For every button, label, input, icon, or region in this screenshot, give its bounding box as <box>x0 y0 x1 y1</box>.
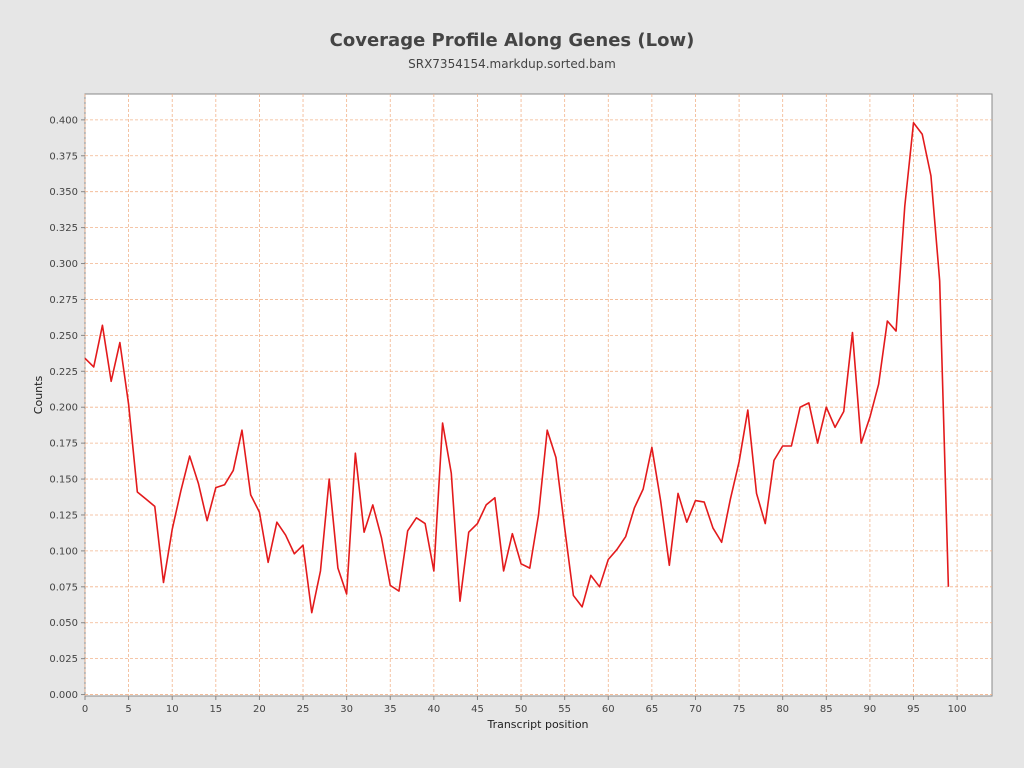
x-tick-label: 30 <box>340 704 353 715</box>
x-tick-label: 85 <box>820 704 833 715</box>
y-tick-label: 0.350 <box>49 187 78 198</box>
y-tick-label: 0.175 <box>49 439 78 450</box>
chart-title: Coverage Profile Along Genes (Low) <box>329 30 695 51</box>
x-tick-label: 75 <box>733 704 746 715</box>
y-tick-label: 0.025 <box>49 654 78 665</box>
y-tick-label: 0.225 <box>49 367 78 378</box>
x-tick-label: 45 <box>471 704 484 715</box>
x-tick-label: 25 <box>297 704 310 715</box>
x-tick-label: 20 <box>253 704 266 715</box>
x-tick-label: 95 <box>907 704 920 715</box>
x-tick-label: 90 <box>864 704 877 715</box>
y-tick-label: 0.000 <box>49 690 78 701</box>
x-tick-label: 70 <box>689 704 702 715</box>
x-tick-label: 40 <box>427 704 440 715</box>
y-tick-label: 0.150 <box>49 475 78 486</box>
y-tick-label: 0.250 <box>49 331 78 342</box>
x-tick-label: 100 <box>948 704 967 715</box>
x-tick-label: 65 <box>646 704 659 715</box>
axes: 0.000 0.025 0.050 0.075 0.100 0.125 0.150 0.175… <box>49 115 966 715</box>
x-axis-label: Transcript position <box>486 718 588 731</box>
grid-lines <box>84 94 992 696</box>
y-tick-label: 0.075 <box>49 582 78 593</box>
y-axis-label: Counts <box>32 376 45 415</box>
y-tick-label: 0.275 <box>49 295 78 306</box>
x-tick-label: 50 <box>515 704 528 715</box>
y-tick-label: 0.400 <box>49 115 78 126</box>
series-group <box>84 121 950 614</box>
chart-subtitle: SRX7354154.markdup.sorted.bam <box>408 57 616 71</box>
y-tick-label: 0.375 <box>49 151 78 162</box>
x-tick-label: 15 <box>209 704 222 715</box>
x-tick-label: 10 <box>166 704 179 715</box>
x-tick-label: 5 <box>125 704 131 715</box>
x-tick-label: 0 <box>82 704 88 715</box>
y-tick-label: 0.050 <box>49 618 78 629</box>
x-tick-label: 35 <box>384 704 397 715</box>
series-line-coverage <box>84 121 950 614</box>
y-tick-label: 0.325 <box>49 223 78 234</box>
x-tick-label: 55 <box>558 704 571 715</box>
y-tick-label: 0.125 <box>49 510 78 521</box>
y-tick-label: 0.100 <box>49 546 78 557</box>
y-tick-label: 0.200 <box>49 403 78 414</box>
y-tick-label: 0.300 <box>49 259 78 270</box>
x-tick-label: 60 <box>602 704 615 715</box>
plot-area <box>84 93 993 697</box>
x-tick-label: 80 <box>776 704 789 715</box>
